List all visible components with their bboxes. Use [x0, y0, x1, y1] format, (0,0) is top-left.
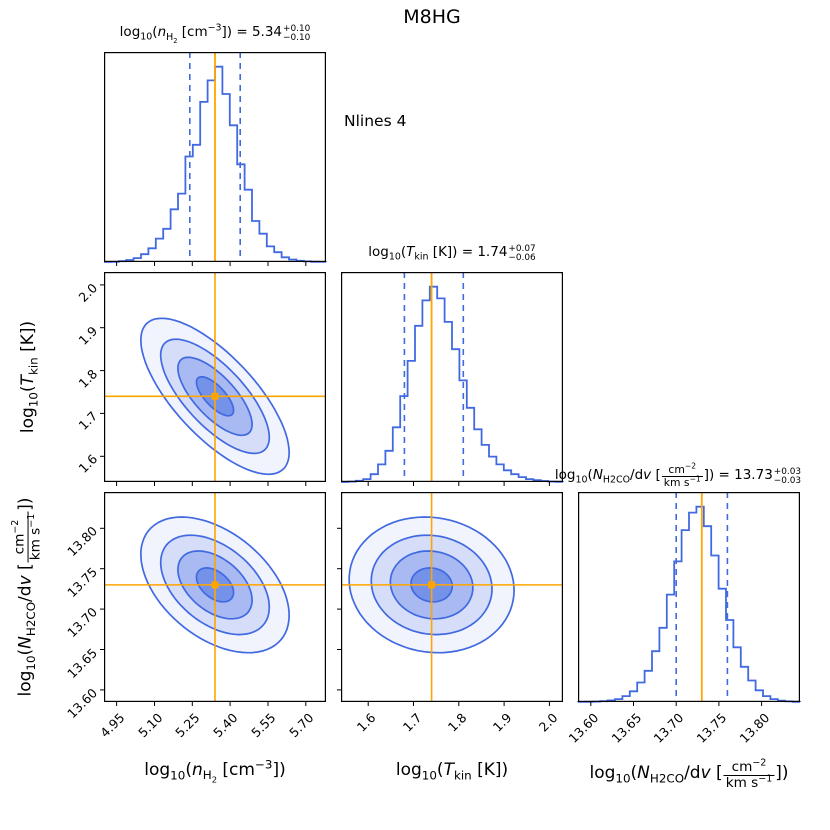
tick-label-x: 5.10 — [134, 710, 166, 741]
tick-label-x: 13.80 — [736, 710, 773, 746]
x-axis-label-0: log10(nH2 [cm−3]) — [144, 757, 286, 785]
param-title-0: log10(nH2 [cm−3]) = 5.34 +0.10 −0.10 — [119, 22, 311, 45]
panel-border — [578, 492, 801, 703]
tick-label-x: 4.95 — [96, 710, 128, 741]
tick-label-x: 5.40 — [210, 710, 241, 741]
histogram-step-log10_NH2CO_dv — [577, 505, 801, 703]
x-axis-label-2: log10(NH2CO/dv [cm−2 km s−1]) — [589, 757, 789, 791]
tick-label-y: 1.8 — [75, 365, 101, 391]
panel-svg-1-1 — [341, 272, 564, 486]
tick-label-x: 5.70 — [286, 710, 317, 741]
tick-label-y: 13.70 — [64, 604, 101, 641]
tick-label-x: 13.60 — [565, 710, 602, 746]
truth-marker — [211, 392, 219, 400]
histogram-step-log10_Tkin — [341, 285, 564, 483]
tick-label-x: 13.75 — [693, 710, 730, 746]
param-title-1: log10(Tkin [K]) = 1.74 +0.07 −0.06 — [368, 244, 536, 264]
panel-svg-2-1 — [337, 492, 564, 706]
tick-label-y: 13.75 — [64, 563, 101, 600]
panel-svg-1-0 — [100, 272, 327, 486]
panel-svg-0-0 — [104, 52, 327, 266]
truth-marker — [428, 581, 436, 589]
tick-label-x: 5.55 — [248, 710, 279, 741]
tick-label-x: 2.0 — [535, 710, 561, 735]
tick-label-x: 1.7 — [399, 710, 425, 735]
y-axis-label-2: log10(NH2CO/dv [cm−2 km s−1]) — [10, 497, 44, 697]
panel-svg-2-0 — [100, 492, 327, 706]
tick-label-x: 1.8 — [444, 710, 470, 735]
panel-2-2 — [577, 492, 801, 706]
tick-label-x: 1.9 — [490, 710, 515, 735]
panel-svg-2-2 — [577, 492, 801, 706]
tick-label-y: 1.7 — [75, 408, 101, 434]
param-title-2: log10(NH2CO/dv [cm−2 km s−1]) = 13.73 +0.0… — [554, 461, 802, 489]
panel-2-1 — [337, 492, 564, 706]
y-axis-label-1: log10(Tkin [K]) — [18, 320, 41, 434]
panel-0-0 — [104, 52, 327, 266]
annotation-nlines: Nlines 4 — [344, 112, 407, 130]
panel-1-1 — [341, 272, 564, 486]
tick-label-y: 1.9 — [75, 322, 101, 348]
tick-label-y: 1.6 — [75, 451, 101, 477]
figure-title: M8HG — [403, 6, 461, 28]
panel-border — [341, 492, 564, 703]
tick-label-y: 13.65 — [64, 644, 101, 681]
truth-marker — [211, 581, 219, 589]
panel-border — [104, 272, 327, 483]
panel-border — [104, 52, 327, 263]
panel-border — [104, 492, 327, 703]
tick-label-x: 5.25 — [172, 710, 203, 741]
panel-1-0 — [100, 272, 327, 486]
x-axis-label-1: log10(Tkin [K]) — [395, 760, 509, 783]
tick-label-x: 1.6 — [354, 710, 379, 735]
tick-label-y: 13.60 — [64, 685, 101, 721]
panel-border — [341, 272, 564, 483]
tick-label-x: 13.70 — [650, 710, 687, 746]
tick-label-x: 13.65 — [608, 710, 645, 746]
tick-label-y: 13.80 — [64, 523, 101, 560]
panel-2-0 — [100, 492, 327, 706]
tick-label-y: 2.0 — [75, 280, 101, 305]
